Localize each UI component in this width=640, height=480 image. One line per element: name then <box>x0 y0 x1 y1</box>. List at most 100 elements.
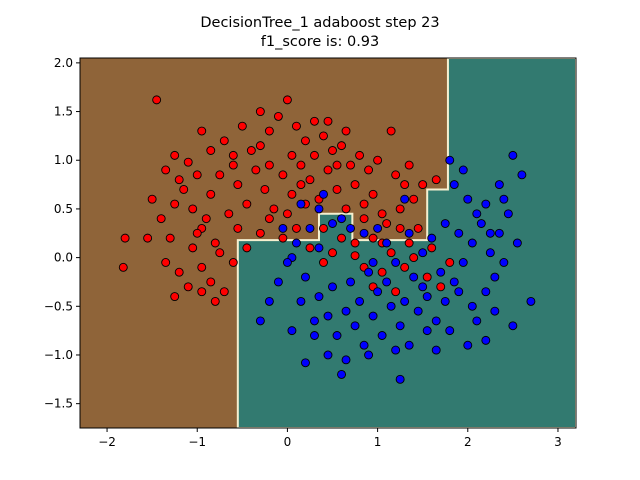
data-point-class0 <box>183 282 193 292</box>
data-point-class0 <box>418 180 428 190</box>
data-point-class0 <box>174 175 184 185</box>
data-point-class1 <box>382 238 392 248</box>
data-point-class1 <box>314 204 324 214</box>
data-point-class1 <box>310 316 319 326</box>
data-point-class0 <box>291 121 301 131</box>
data-point-class1 <box>445 155 455 165</box>
y-tick-label: −0.5 <box>44 299 73 313</box>
data-point-class1 <box>418 248 428 258</box>
data-point-class0 <box>337 141 346 151</box>
data-point-class1 <box>391 345 401 355</box>
data-point-class1 <box>346 223 355 233</box>
data-point-class1 <box>485 228 495 238</box>
data-point-class0 <box>206 189 216 199</box>
data-point-class0 <box>260 184 270 194</box>
data-point-class0 <box>170 150 180 160</box>
data-point-class0 <box>386 126 396 136</box>
data-point-class0 <box>368 233 378 243</box>
data-point-class1 <box>400 296 410 306</box>
data-point-class1 <box>431 345 441 355</box>
data-point-class0 <box>305 175 315 185</box>
data-point-class0 <box>350 238 360 248</box>
data-point-class1 <box>264 296 274 306</box>
data-point-class1 <box>332 331 342 340</box>
data-point-class1 <box>301 358 310 368</box>
data-point-class0 <box>237 121 247 131</box>
data-point-class1 <box>454 287 464 297</box>
data-point-class0 <box>359 199 369 209</box>
data-point-class1 <box>463 194 473 204</box>
data-point-class1 <box>503 209 513 219</box>
data-point-class1 <box>368 311 378 321</box>
data-point-class0 <box>282 209 292 219</box>
data-point-class0 <box>395 223 405 233</box>
data-point-class0 <box>206 146 216 155</box>
data-point-class1 <box>476 219 486 228</box>
x-tick-label: 3 <box>554 435 562 449</box>
data-point-class1 <box>436 267 446 277</box>
data-point-class0 <box>224 209 234 219</box>
data-point-class1 <box>305 223 315 233</box>
data-point-class0 <box>233 223 243 233</box>
data-point-class0 <box>219 136 229 146</box>
data-point-class0 <box>255 228 265 238</box>
data-point-class0 <box>246 146 256 155</box>
data-point-class0 <box>228 258 238 267</box>
data-point-class1 <box>508 321 518 331</box>
data-point-class0 <box>197 262 207 272</box>
data-point-class1 <box>359 340 369 350</box>
data-point-class0 <box>264 126 274 136</box>
data-point-class1 <box>323 311 333 321</box>
data-point-class0 <box>328 146 337 155</box>
data-point-class0 <box>377 209 387 219</box>
data-point-class1 <box>409 272 419 282</box>
data-point-class1 <box>373 223 383 233</box>
data-point-class0 <box>255 141 265 151</box>
x-tick-label: −2 <box>98 435 116 449</box>
data-point-class0 <box>427 243 437 253</box>
data-point-class0 <box>332 160 342 170</box>
data-point-class0 <box>355 150 365 160</box>
data-point-class1 <box>337 214 346 224</box>
data-point-class0 <box>341 126 351 136</box>
data-point-class0 <box>350 251 360 261</box>
data-point-class0 <box>291 223 301 233</box>
data-point-class0 <box>210 296 220 306</box>
data-point-class0 <box>192 228 202 238</box>
data-point-class1 <box>422 326 432 336</box>
data-point-class1 <box>413 306 423 316</box>
data-point-class0 <box>210 238 220 248</box>
data-point-class0 <box>228 150 238 160</box>
y-axis: −1.5 −1.0 −0.5 0.0 0.5 1.0 1.5 2.0 <box>44 56 80 411</box>
x-tick-label: 0 <box>284 435 292 449</box>
data-point-class1 <box>319 189 328 199</box>
data-point-class0 <box>206 277 216 287</box>
data-point-class1 <box>458 258 468 267</box>
data-point-class0 <box>251 165 261 175</box>
data-point-class1 <box>508 150 518 160</box>
data-point-class1 <box>449 277 459 287</box>
data-point-class1 <box>314 243 324 253</box>
y-tick-label: 0.0 <box>54 251 73 265</box>
data-point-class0 <box>386 248 396 258</box>
data-point-class0 <box>350 180 360 190</box>
data-point-class0 <box>179 184 189 194</box>
data-point-class0 <box>323 116 333 126</box>
data-point-class1 <box>337 369 346 379</box>
x-axis: −2 −1 0 1 2 3 <box>98 428 562 449</box>
data-point-class0 <box>341 204 351 214</box>
data-point-class1 <box>386 301 396 311</box>
data-point-class1 <box>490 306 500 316</box>
data-point-class1 <box>418 282 428 292</box>
data-point-class0 <box>296 160 306 170</box>
data-point-class1 <box>291 238 301 248</box>
data-point-class0 <box>287 189 297 199</box>
data-point-class1 <box>494 228 504 238</box>
data-point-class1 <box>391 258 401 267</box>
data-point-class0 <box>197 287 207 297</box>
data-point-class1 <box>472 209 482 219</box>
data-point-class0 <box>188 243 198 253</box>
data-point-class0 <box>183 157 193 167</box>
data-point-class0 <box>143 233 153 243</box>
plot-frame <box>79 57 577 429</box>
